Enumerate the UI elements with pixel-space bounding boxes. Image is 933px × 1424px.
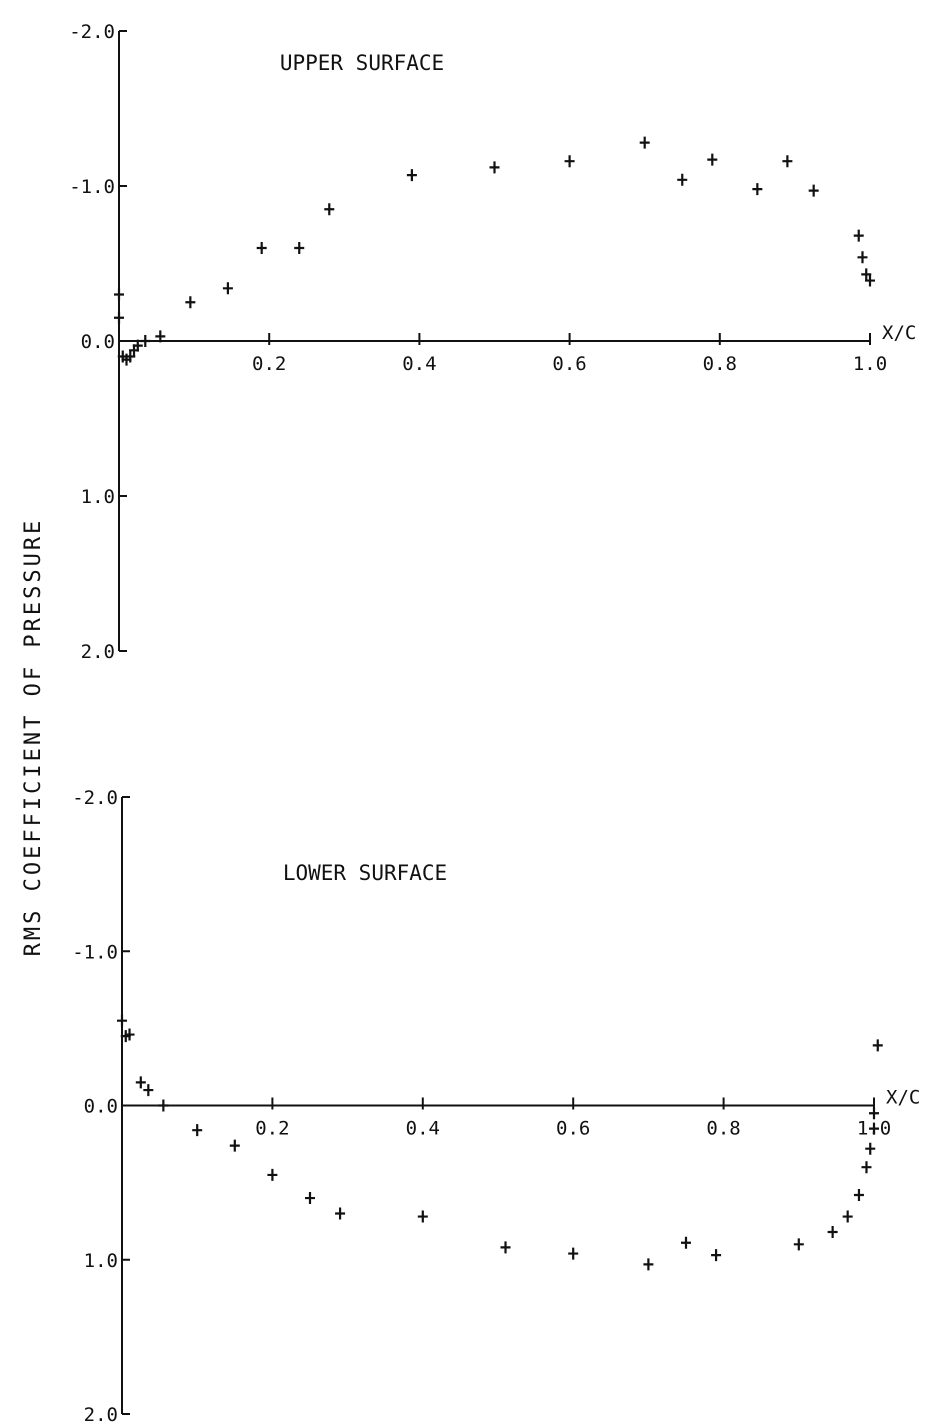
lower-surface-panel: LOWER SURFACE -2.0 -1.0 0.0 1.0 2.0 0.2 0.4 0.6 0… [72,787,920,1424]
upper-data-point [489,161,500,174]
upper-x-tick-label: 0.2 [252,353,286,375]
lower-data-point [643,1258,654,1271]
upper-data-point [294,242,305,254]
upper-data-point [865,274,875,287]
lower-data-point [143,1084,154,1097]
upper-y-tick-label: -1.0 [69,176,115,198]
upper-data-point [861,268,872,281]
upper-x-tick-label: 1.0 [853,353,887,375]
upper-data-point [808,184,819,197]
upper-surface-title: UPPER SURFACE [280,51,444,75]
y-axis-label: RMS COEFFICIENT OF PRESSURE [21,518,46,957]
lower-data-point [853,1188,864,1201]
upper-data-point [140,335,151,347]
lower-y-tick-label: -2.0 [72,787,118,809]
lower-y-tick-label: 2.0 [84,1404,118,1424]
upper-data-point [853,229,864,242]
upper-x-axis-label: X/C [882,322,916,344]
lower-x-axis-label: X/C [886,1087,920,1109]
upper-data-point [406,169,417,182]
upper-data-point [677,173,688,186]
lower-data-point [335,1207,346,1220]
upper-data-point [114,288,124,301]
upper-data-point [256,242,267,254]
lower-data-point [842,1210,853,1223]
lower-y-tick-label: 1.0 [84,1250,118,1272]
lower-data-point [869,1122,879,1135]
lower-x-tick-label: 0.8 [706,1118,740,1140]
upper-data-point [564,155,575,168]
lower-data-point [305,1192,315,1205]
upper-data-point [132,339,143,352]
upper-data-point [155,330,166,343]
lower-data-point [872,1039,883,1052]
lower-data-point [500,1241,511,1254]
upper-data-point [707,153,718,166]
lower-y-tick-label: -1.0 [72,941,118,963]
lower-x-tick-label: 0.2 [255,1118,289,1140]
lower-data-point [681,1236,691,1249]
lower-data-point [117,1014,127,1027]
upper-x-tick-label: 0.8 [703,353,737,375]
lower-x-tick-label: 0.6 [556,1118,590,1140]
upper-data-point [639,136,650,149]
lower-data-point [793,1238,804,1251]
upper-y-tick-label: 1.0 [81,486,115,508]
lower-data-point [192,1124,203,1137]
upper-surface-panel: UPPER SURFACE -2.0 -1.0 0.0 1.0 2.0 0.2 0.4 0.6 0… [69,21,916,663]
lower-data-point [827,1225,838,1238]
lower-data-point [568,1247,579,1260]
lower-data-point [229,1139,240,1152]
lower-data-point [267,1168,278,1181]
upper-data-point [782,155,793,168]
upper-y-tick-label: -2.0 [69,21,115,43]
upper-x-tick-label: 0.6 [552,353,586,375]
upper-data-point [222,282,233,295]
lower-x-tick-label: 0.4 [406,1118,440,1140]
lower-surface-title: LOWER SURFACE [283,861,447,885]
upper-data-point [125,350,136,363]
lower-data-point [158,1099,169,1112]
upper-data-point [324,203,335,216]
lower-data-point [417,1210,428,1223]
upper-y-tick-label: 0.0 [81,331,115,353]
lower-y-tick-label: 0.0 [84,1096,118,1118]
upper-data-point [752,183,763,196]
upper-data-point [857,251,868,264]
upper-y-tick-label: 2.0 [81,641,115,663]
upper-data-point [185,296,196,309]
lower-data-point [865,1142,876,1155]
lower-data-point [124,1028,135,1041]
upper-data-point [114,311,124,324]
lower-data-point [861,1161,872,1174]
lower-data-point [869,1107,879,1120]
lower-data-point [135,1076,146,1089]
upper-x-tick-label: 0.4 [402,353,436,375]
lower-data-point [711,1249,722,1262]
